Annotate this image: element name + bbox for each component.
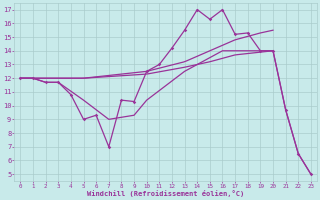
X-axis label: Windchill (Refroidissement éolien,°C): Windchill (Refroidissement éolien,°C)	[87, 190, 244, 197]
